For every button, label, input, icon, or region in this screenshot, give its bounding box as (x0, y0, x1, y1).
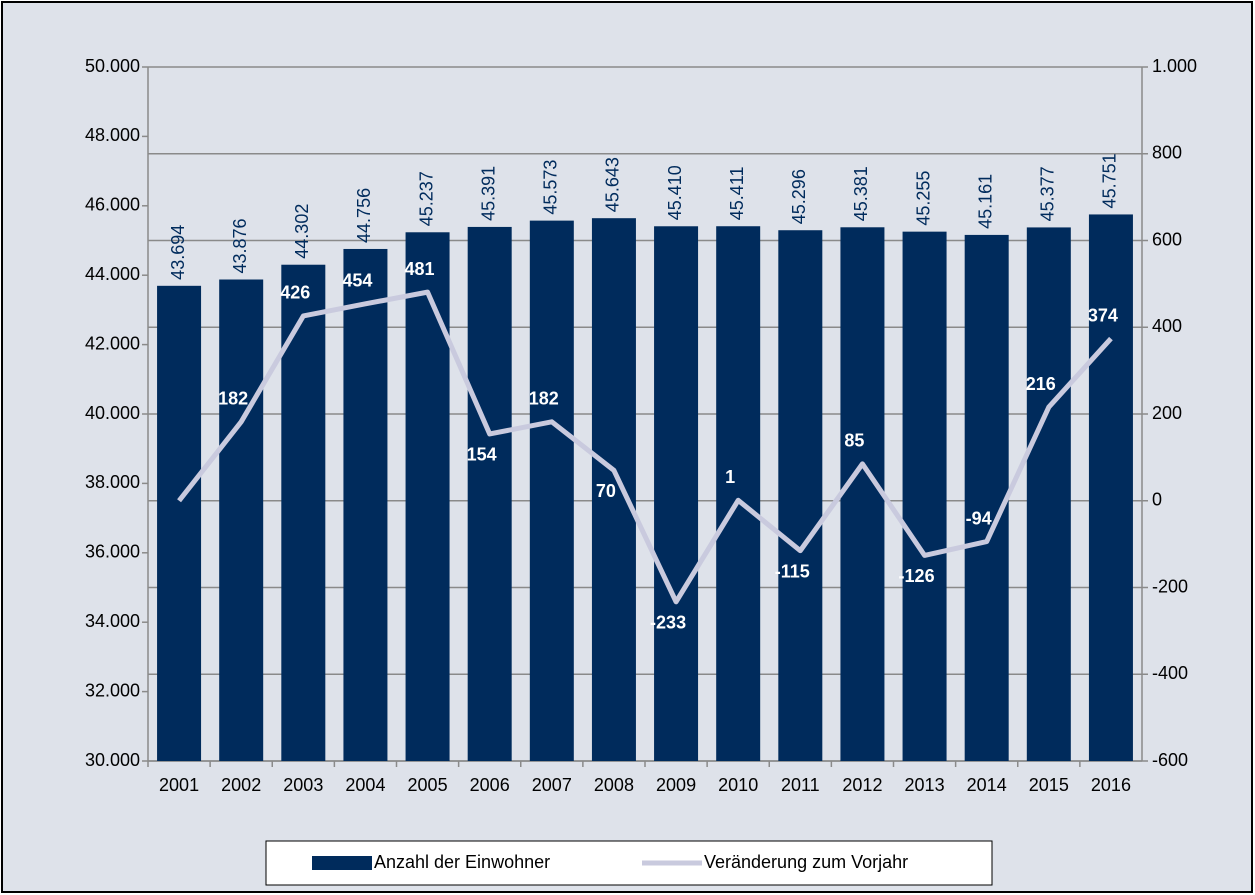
x-tick-label: 2012 (842, 775, 882, 795)
bar (716, 226, 761, 762)
bar (467, 226, 512, 761)
y2-tick-label: 1.000 (1152, 56, 1197, 76)
x-tick-label: 2007 (532, 775, 572, 795)
line-value-label: 374 (1088, 305, 1118, 325)
legend-box (265, 840, 993, 886)
line-value-label: 182 (218, 389, 248, 409)
bar (281, 264, 326, 761)
bar-value-label: 45.237 (416, 171, 436, 226)
line-value-label: 1 (725, 467, 735, 487)
bar-value-label: 43.876 (230, 218, 250, 273)
y2-tick-label: 200 (1152, 403, 1182, 423)
bar-value-label: 44.756 (354, 188, 374, 243)
bar-value-label: 45.296 (789, 169, 809, 224)
bar-value-label: 45.573 (541, 160, 561, 215)
x-tick-label: 2009 (656, 775, 696, 795)
bar-value-label: 45.255 (913, 171, 933, 226)
y2-tick-label: 800 (1152, 143, 1182, 163)
bar-value-label: 44.302 (292, 204, 312, 259)
y2-tick-label: 0 (1152, 490, 1162, 510)
y2-tick-label: 600 (1152, 229, 1182, 249)
y2-tick-label: -400 (1152, 663, 1188, 683)
y-tick-label: 42.000 (85, 333, 140, 353)
line (177, 289, 1113, 605)
y-tick-label: 48.000 (85, 125, 140, 145)
line-value-label: 70 (596, 481, 616, 501)
x-tick-label: 2003 (283, 775, 323, 795)
legend-label: Anzahl der Einwohner (374, 852, 550, 872)
y-tick-label: 30.000 (85, 750, 140, 770)
line-value-label: -94 (966, 508, 992, 528)
line-value-label: -233 (650, 613, 686, 633)
y-tick-label: 38.000 (85, 472, 140, 492)
x-tick-label: 2010 (718, 775, 758, 795)
y-tick-label: 50.000 (85, 56, 140, 76)
x-tick-label: 2006 (470, 775, 510, 795)
bar (840, 227, 885, 761)
bar-value-label: 43.694 (168, 225, 188, 280)
bar (591, 218, 636, 762)
line-value-label: 426 (280, 283, 310, 303)
bar-value-label: 45.751 (1100, 153, 1120, 208)
x-tick-label: 2008 (594, 775, 634, 795)
line-value-label: 454 (342, 271, 372, 291)
y-tick-label: 40.000 (85, 403, 140, 423)
line-value-label: 154 (467, 445, 497, 465)
bar (1088, 214, 1133, 761)
line-value-label: 481 (405, 259, 435, 279)
y-tick-label: 34.000 (85, 611, 140, 631)
bar (157, 285, 202, 761)
x-tick-label: 2016 (1091, 775, 1131, 795)
bar (343, 248, 388, 761)
legend-swatch (312, 856, 372, 870)
line-value-label: 182 (529, 389, 559, 409)
x-tick-label: 2001 (159, 775, 199, 795)
x-tick-label: 2002 (221, 775, 261, 795)
bar-value-label: 45.377 (1038, 166, 1058, 221)
line-value-label: -126 (899, 566, 935, 586)
line-value-label: 85 (844, 431, 864, 451)
bar (529, 220, 574, 762)
x-tick-label: 2013 (905, 775, 945, 795)
y2-tick-label: -200 (1152, 576, 1188, 596)
bar-value-label: 45.410 (665, 165, 685, 220)
bar (219, 279, 264, 761)
line-value-label: 216 (1026, 374, 1056, 394)
y-tick-label: 44.000 (85, 264, 140, 284)
bar-value-label: 45.643 (603, 157, 623, 212)
legend-label: Veränderung zum Vorjahr (704, 852, 908, 872)
y-tick-label: 32.000 (85, 680, 140, 700)
y-tick-label: 46.000 (85, 195, 140, 215)
bar (902, 231, 947, 762)
y2-tick-label: 400 (1152, 316, 1182, 336)
bar-value-label: 45.161 (975, 174, 995, 229)
bar (778, 230, 823, 761)
y2-tick-label: -600 (1152, 750, 1188, 770)
bar-value-label: 45.391 (478, 166, 498, 221)
y-tick-label: 36.000 (85, 542, 140, 562)
x-tick-label: 2011 (781, 775, 820, 795)
bar (964, 234, 1009, 761)
bar-value-label: 45.411 (727, 167, 747, 221)
x-tick-label: 2014 (967, 775, 1007, 795)
bar-value-label: 45.381 (851, 166, 871, 221)
line-value-label: -115 (775, 561, 810, 581)
bar (654, 226, 699, 761)
x-tick-label: 2015 (1029, 775, 1069, 795)
bar (1026, 227, 1071, 762)
x-tick-label: 2004 (345, 775, 385, 795)
bar (405, 232, 450, 761)
x-tick-label: 2005 (408, 775, 448, 795)
